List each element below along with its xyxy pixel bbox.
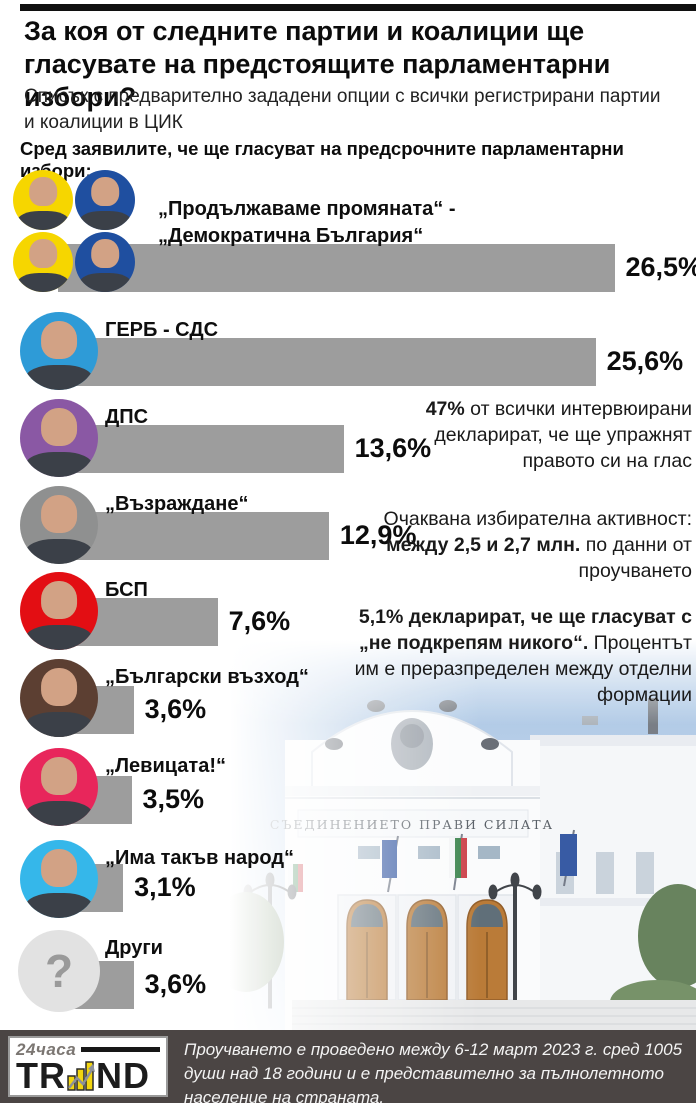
face: [91, 239, 119, 268]
note-text: по данни от проучването: [578, 534, 692, 582]
leader-photo: [75, 232, 135, 292]
shoulders: [25, 893, 93, 918]
face: [41, 321, 77, 359]
party-label: БСП: [105, 579, 148, 601]
percent-value: 3,5%: [142, 784, 205, 814]
note-text: от всички интервюирани декларират, че ще…: [434, 398, 692, 472]
leader-photo: [13, 232, 73, 292]
shoulders: [25, 801, 93, 826]
leader-photo: [20, 659, 98, 737]
top-rule: [20, 4, 696, 11]
note-bold-text: между 2,5 и 2,7 млн.: [386, 534, 581, 556]
leader-photo: [20, 572, 98, 650]
shoulders: [79, 210, 131, 230]
party-label: Други: [105, 937, 163, 959]
leader-photo: [75, 170, 135, 230]
leader-photo: [20, 748, 98, 826]
shoulders: [79, 272, 131, 292]
footer-bar: 24часа TR ND Проучването е проведено меж…: [0, 1030, 696, 1103]
page-title: За коя от следните партии и коалиции ще …: [24, 16, 611, 112]
percent-value: 26,5%: [625, 252, 696, 282]
leader-photo: [13, 170, 73, 230]
party-label: ДПС: [105, 406, 149, 428]
note-bold-text: 47%: [425, 398, 465, 420]
percent-value: 3,1%: [134, 872, 196, 902]
note-turnout-declared: 47% от всички интервюирани декларират, ч…: [362, 396, 692, 474]
shoulders: [17, 210, 69, 230]
logo-24chasa: 24часа: [16, 1039, 77, 1059]
percent-value: 25,6%: [606, 346, 684, 376]
shoulders: [25, 712, 93, 737]
leader-photo: [20, 486, 98, 564]
percent-value: 13,6%: [354, 433, 432, 463]
trend-24chasa-logo: 24часа TR ND: [8, 1036, 168, 1097]
party-label: ГЕРБ - СДС: [105, 319, 219, 341]
face: [41, 581, 77, 619]
party-label: „Продължаваме промяната“ - „Демократична…: [158, 196, 456, 250]
percent-value: 7,6%: [228, 606, 291, 636]
leader-photo: [20, 399, 98, 477]
face: [91, 177, 119, 206]
leader-photo: [20, 312, 98, 390]
party-label: „Възраждане“: [105, 493, 249, 515]
note-expected-activity: Очаквана избирателна активност: между 2,…: [362, 506, 692, 584]
shoulders: [25, 539, 93, 564]
face: [41, 757, 77, 795]
shoulders: [17, 272, 69, 292]
bar: [58, 244, 615, 292]
note-bold-text: 5,1% декларират, че ще гласуват с „не по…: [358, 606, 692, 654]
face: [41, 668, 77, 706]
shoulders: [25, 452, 93, 477]
parliament-photo: СЪЕДИНЕНИЕТО ПРАВИ СИЛАТА: [230, 640, 696, 1030]
note-support-nobody: 5,1% декларират, че ще гласуват с „не по…: [350, 604, 692, 708]
percent-value: 12,9%: [339, 520, 417, 550]
note-text: Процентът им е преразпределен между отде…: [354, 632, 692, 706]
party-label: „Левицата!“: [105, 755, 226, 777]
subtitle: Списък с предварително зададени опции с …: [24, 86, 661, 133]
party-label-line1: „Продължаваме промяната“ -: [158, 198, 456, 220]
bar: [58, 425, 344, 473]
bar: [58, 512, 329, 560]
bar: [58, 338, 596, 386]
face: [41, 408, 77, 446]
party-label: „Български възход“: [105, 666, 309, 688]
shoulders: [25, 625, 93, 650]
percent-value: 3,6%: [144, 694, 207, 724]
face: [41, 849, 77, 887]
logo-trend-left: TR: [16, 1055, 66, 1096]
leader-photo: [20, 840, 98, 918]
percent-value: 3,6%: [144, 969, 207, 999]
question-mark-icon: ?: [18, 930, 100, 1012]
note-text: Очаквана избирателна активност:: [383, 508, 692, 530]
logo-rule: [81, 1047, 160, 1052]
face: [41, 495, 77, 533]
methodology-note: Проучването е проведено между 6-12 март …: [184, 1040, 683, 1103]
party-label: „Има такъв народ“: [105, 847, 295, 869]
logo-trend: TR ND: [16, 1058, 160, 1094]
face: [29, 239, 57, 268]
shoulders: [25, 365, 93, 390]
logo-trend-right: ND: [96, 1055, 150, 1096]
party-label-line2: „Демократична България“: [158, 225, 424, 247]
face: [29, 177, 57, 206]
question-mark-glyph: ?: [44, 945, 74, 997]
logo-masthead-row: 24часа: [16, 1039, 160, 1059]
bar-chart-icon: [67, 1061, 95, 1091]
